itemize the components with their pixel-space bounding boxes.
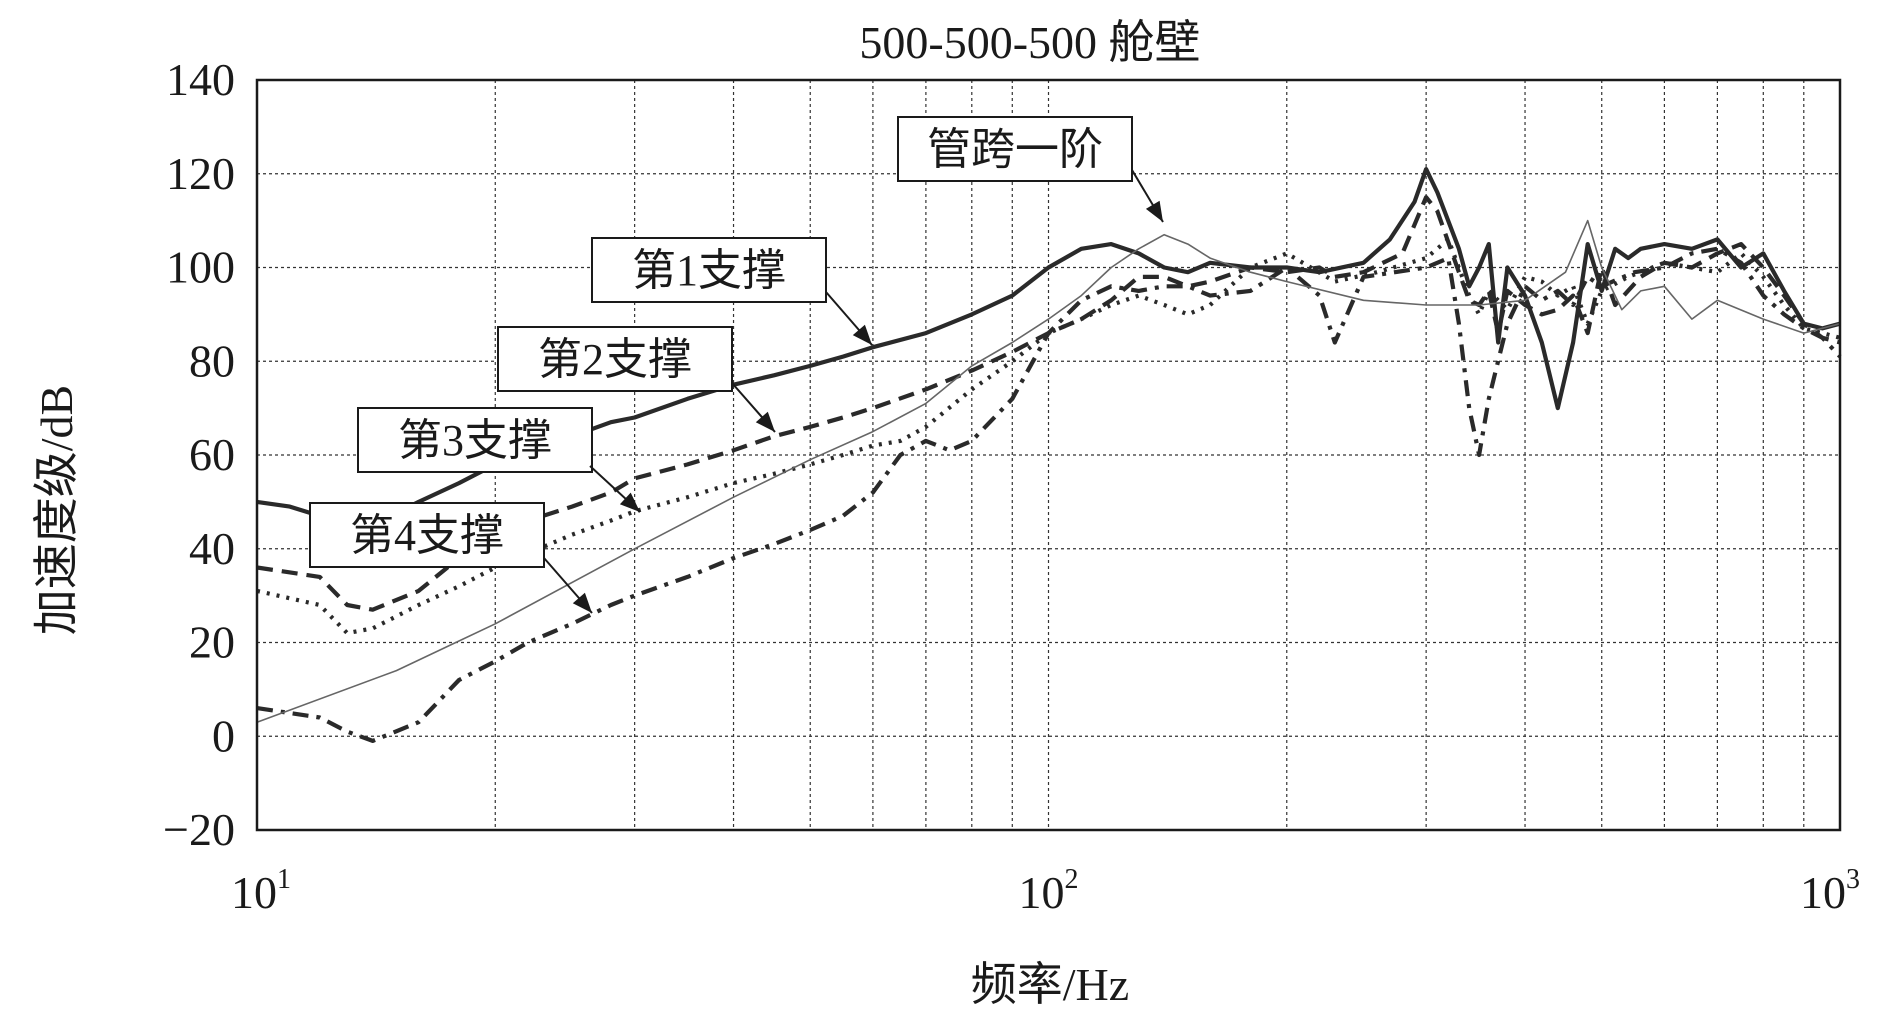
y-tick-label: 60 (189, 429, 235, 480)
callout-label: 第3支撑 (398, 416, 552, 465)
callout-arrowhead (755, 411, 775, 432)
x-axis-title: 频率/Hz (971, 959, 1129, 1010)
callout-label: 管跨一阶 (927, 125, 1103, 174)
callout-box (591, 237, 827, 303)
callout-arrowhead (619, 492, 640, 512)
series-layer (256, 167, 1842, 744)
x-tick-label: 101 (231, 864, 291, 918)
callout-4: 第3支撑 (357, 407, 641, 513)
y-tick-label: 100 (166, 242, 235, 293)
y-tick-label: 120 (166, 148, 235, 199)
x-tick-label: 103 (1800, 864, 1860, 918)
y-tick-label: 140 (166, 54, 235, 105)
y-tick-label: 0 (212, 710, 235, 761)
series-line-4 (256, 246, 1842, 744)
callout-arrowhead (852, 324, 872, 345)
callout-arrowhead (1145, 200, 1163, 222)
y-tick-label: 40 (189, 523, 235, 574)
callout-arrowhead (572, 592, 592, 613)
y-tick-label: 80 (189, 335, 235, 386)
callout-1: 管跨一阶 (897, 116, 1164, 223)
callout-3: 第2支撑 (497, 326, 776, 433)
callout-label: 第2支撑 (538, 335, 692, 384)
series-line-5 (256, 219, 1841, 723)
callout-label: 第1支撑 (632, 246, 786, 295)
series-line-2 (256, 195, 1841, 612)
callout-box (309, 502, 545, 568)
chart-title: 500-500-500 舱壁 (859, 17, 1200, 68)
series-line-1 (256, 167, 1841, 533)
callout-box (497, 326, 733, 392)
y-tick-label: −20 (163, 804, 235, 855)
tick-labels: 140 120 100 80 60 40 20 0 −20 101 102 103 (163, 54, 1860, 918)
y-tick-label: 20 (189, 617, 235, 668)
callout-box (897, 116, 1133, 182)
grid (257, 80, 1840, 830)
callout-5: 第4支撑 (309, 502, 593, 614)
callout-box (357, 407, 593, 473)
y-axis-title: 加速度级/dB (31, 385, 82, 635)
callout-label: 第4支撑 (350, 511, 504, 560)
x-tick-label: 102 (1019, 864, 1079, 918)
callout-2: 第1支撑 (591, 237, 873, 346)
plot-frame (255, 78, 1842, 832)
